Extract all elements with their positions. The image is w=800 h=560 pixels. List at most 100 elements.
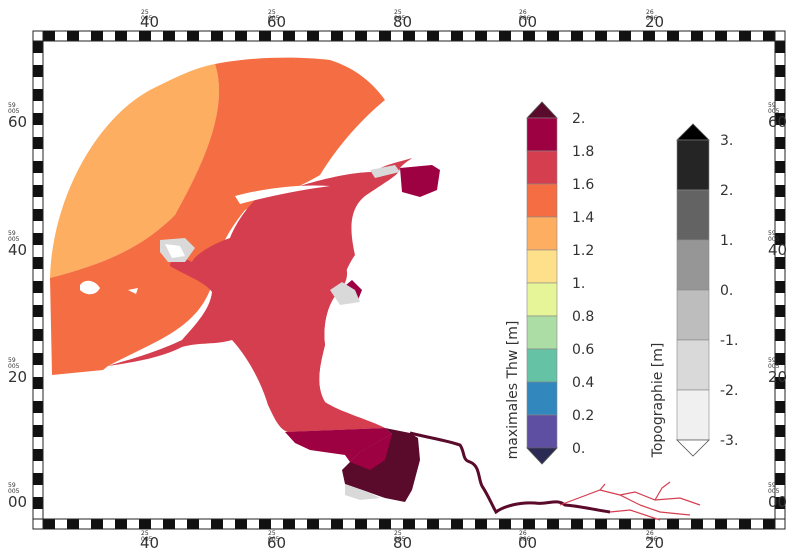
thw-region-1-6-to-1-8-west — [195, 172, 375, 412]
tick-label-tiny: 005 — [768, 108, 780, 115]
border-check — [619, 519, 631, 529]
colorbar-tick-label: 2. — [572, 111, 585, 127]
border-check — [775, 89, 785, 101]
tick-label-major: 00 — [8, 493, 27, 511]
border-check — [739, 519, 751, 529]
tick-label-minor: 25 — [394, 9, 402, 16]
border-check — [775, 41, 785, 53]
tick-label-major: 60 — [267, 534, 286, 552]
tick-label-tiny: 005 — [141, 536, 153, 543]
border-check — [775, 449, 785, 461]
tick-label-major: 40 — [140, 534, 159, 552]
colorbar-tick-label: 0.8 — [572, 309, 594, 325]
border-check — [67, 519, 79, 529]
colorbar-swatch — [676, 239, 710, 291]
border-check — [307, 31, 319, 41]
colorbar-swatch — [676, 389, 710, 441]
border-check — [33, 377, 43, 389]
tick-label-minor: 26 — [519, 9, 527, 16]
border-check — [775, 329, 785, 341]
tick-label-tiny: 005 — [8, 488, 20, 495]
border-check — [91, 519, 103, 529]
border-check — [775, 137, 785, 149]
border-check — [523, 31, 535, 41]
island-2 — [80, 280, 100, 295]
border-check — [547, 31, 559, 41]
border-check — [775, 353, 785, 365]
border-check — [33, 257, 43, 269]
colorbar-tick-label: 1. — [572, 276, 585, 292]
tick-label-major: 00 — [518, 13, 537, 31]
border-check — [643, 519, 655, 529]
border-check — [33, 113, 43, 125]
graticule-border — [32, 30, 786, 530]
border-check — [33, 41, 43, 53]
border-check — [571, 31, 583, 41]
colorbar-tick-label: 1.4 — [572, 210, 594, 226]
tick-label-major: 80 — [393, 13, 412, 31]
border-check — [775, 401, 785, 413]
colorbar-over-triangle — [676, 123, 710, 141]
colorbar-swatch — [526, 282, 558, 317]
border-check — [739, 31, 751, 41]
colorbar-swatch — [676, 339, 710, 391]
border-check — [355, 31, 367, 41]
colorbar-swatch — [526, 414, 558, 449]
colorbar-swatch — [676, 139, 710, 191]
tick-label-minor: 59 — [768, 482, 776, 489]
border-check — [691, 519, 703, 529]
tick-label-tiny: 006 — [646, 15, 658, 22]
border-check — [619, 31, 631, 41]
thw-region-1-4-to-1-6 — [50, 57, 385, 376]
border-check — [235, 519, 247, 529]
thw-region-1-8-to-2-mouth — [350, 434, 392, 470]
border-check — [139, 31, 151, 41]
border-check — [499, 31, 511, 41]
border-check — [211, 31, 223, 41]
border-check — [775, 497, 785, 509]
tick-label-minor: 59 — [8, 230, 16, 237]
border-check — [33, 449, 43, 461]
tick-label-tiny: 005 — [768, 363, 780, 370]
colorbar-tick-label: 1.2 — [572, 243, 594, 259]
tick-label-major: 20 — [768, 368, 787, 386]
border-check — [283, 519, 295, 529]
border-check — [33, 65, 43, 77]
tick-label-minor: 26 — [519, 530, 527, 537]
border-check — [763, 519, 775, 529]
colorbar-tick-label: -3. — [720, 433, 738, 449]
border-check — [33, 137, 43, 149]
thw-region-1-2-to-1-4 — [50, 64, 220, 278]
topo-flat-1 — [345, 484, 380, 500]
colorbar-thw-title: maximales Thw [m] — [505, 321, 521, 460]
border-check — [763, 31, 775, 41]
colorbar-thw: 2. 1.8 1.6 1.4 1.2 1. 0.8 0.6 0.4 0.2 0. — [526, 101, 594, 465]
colorbar-swatch — [526, 150, 558, 185]
colorbar-swatch — [526, 249, 558, 284]
tick-label-tiny: 005 — [268, 15, 280, 22]
tick-label-tiny: 005 — [8, 236, 20, 243]
tick-label-minor: 25 — [141, 530, 149, 537]
island-1 — [235, 185, 330, 204]
colorbar-tick-label: 0. — [572, 441, 585, 457]
colorbar-tick-label: -1. — [720, 333, 738, 349]
colorbar-tick-label: 1. — [720, 233, 733, 249]
colorbar-tick-label: 2. — [720, 183, 733, 199]
border-check — [43, 519, 55, 529]
river-branches — [559, 481, 701, 521]
border-check — [33, 305, 43, 317]
border-check — [115, 31, 127, 41]
border-check — [775, 257, 785, 269]
tick-label-major: 60 — [267, 13, 286, 31]
border-check — [775, 281, 785, 293]
border-check — [595, 31, 607, 41]
colorbar-topo: 3. 2. 1. 0. -1. -2. -3. — [676, 123, 738, 457]
border-check — [499, 519, 511, 529]
border-check — [259, 31, 271, 41]
border-check — [547, 519, 559, 529]
border-check — [33, 185, 43, 197]
tick-label-tiny: 005 — [8, 108, 20, 115]
border-check — [331, 31, 343, 41]
